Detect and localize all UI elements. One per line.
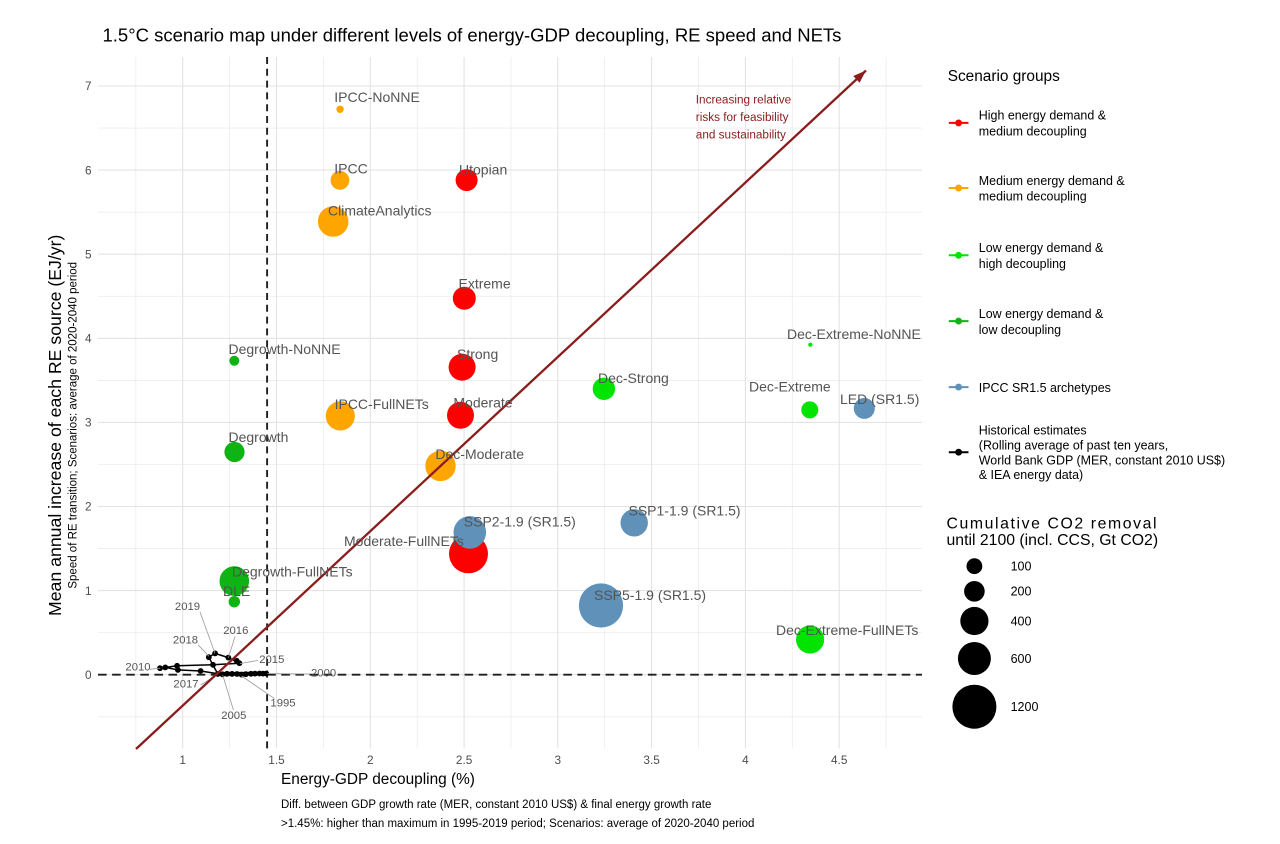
svg-text:DLE: DLE bbox=[223, 583, 250, 599]
svg-text:SSP1-1.9 (SR1.5): SSP1-1.9 (SR1.5) bbox=[629, 503, 741, 519]
svg-text:(Rolling average of past ten y: (Rolling average of past ten years, bbox=[979, 439, 1168, 453]
svg-text:1.5: 1.5 bbox=[268, 753, 285, 767]
svg-text:Speed of RE transition; Scenar: Speed of RE transition; Scenarios: avera… bbox=[68, 262, 80, 589]
svg-text:2016: 2016 bbox=[223, 625, 248, 637]
svg-text:4.5: 4.5 bbox=[831, 753, 848, 767]
svg-text:600: 600 bbox=[1011, 652, 1032, 666]
svg-text:Moderate-FullNETs: Moderate-FullNETs bbox=[344, 533, 464, 549]
svg-text:until 2100 (incl. CCS, Gt CO2): until 2100 (incl. CCS, Gt CO2) bbox=[947, 532, 1159, 549]
svg-text:1995: 1995 bbox=[270, 697, 295, 709]
svg-text:ClimateAnalytics: ClimateAnalytics bbox=[328, 203, 431, 219]
svg-text:Medium energy demand &: Medium energy demand & bbox=[979, 174, 1126, 188]
svg-text:Dec-Extreme-FullNETs: Dec-Extreme-FullNETs bbox=[776, 622, 918, 638]
svg-text:SSP2-1.9 (SR1.5): SSP2-1.9 (SR1.5) bbox=[464, 514, 576, 530]
svg-text:Energy-GDP decoupling (%): Energy-GDP decoupling (%) bbox=[281, 771, 475, 788]
svg-text:Historical estimates: Historical estimates bbox=[979, 424, 1087, 438]
svg-text:Strong: Strong bbox=[457, 346, 498, 362]
svg-text:Utopian: Utopian bbox=[459, 162, 507, 178]
svg-text:2019: 2019 bbox=[175, 601, 200, 613]
svg-text:Diff. between GDP growth rate: Diff. between GDP growth rate (MER, cons… bbox=[281, 799, 711, 811]
svg-text:SSP5-1.9 (SR1.5): SSP5-1.9 (SR1.5) bbox=[594, 587, 706, 603]
svg-text:low decoupling: low decoupling bbox=[979, 323, 1061, 337]
svg-text:Increasing relative: Increasing relative bbox=[696, 94, 792, 107]
svg-text:7: 7 bbox=[85, 79, 92, 93]
svg-text:World Bank GDP (MER, constant: World Bank GDP (MER, constant 2010 US$) bbox=[979, 453, 1225, 467]
svg-text:LED (SR1.5): LED (SR1.5) bbox=[840, 391, 919, 407]
svg-text:2018: 2018 bbox=[173, 635, 198, 647]
svg-text:medium decoupling: medium decoupling bbox=[979, 125, 1087, 139]
svg-text:1: 1 bbox=[85, 584, 92, 598]
svg-text:and sustainability: and sustainability bbox=[696, 128, 786, 141]
svg-text:IPCC: IPCC bbox=[334, 160, 367, 176]
svg-text:risks for feasibility: risks for feasibility bbox=[696, 111, 789, 124]
svg-text:Low energy demand &: Low energy demand & bbox=[979, 241, 1104, 255]
svg-text:High energy demand &: High energy demand & bbox=[979, 109, 1107, 123]
svg-text:Degrowth-FullNETs: Degrowth-FullNETs bbox=[232, 564, 353, 580]
svg-text:3: 3 bbox=[555, 753, 562, 767]
svg-text:2.5: 2.5 bbox=[456, 753, 473, 767]
svg-text:1.5°C scenario map under diffe: 1.5°C scenario map under different level… bbox=[103, 24, 842, 45]
svg-text:Dec-Extreme-NoNNE: Dec-Extreme-NoNNE bbox=[787, 326, 921, 342]
svg-text:>1.45%: higher than maximum in: >1.45%: higher than maximum in 1995-2019… bbox=[281, 818, 754, 830]
svg-text:IPCC SR1.5 archetypes: IPCC SR1.5 archetypes bbox=[979, 381, 1111, 395]
svg-text:3.5: 3.5 bbox=[643, 753, 660, 767]
svg-text:1200: 1200 bbox=[1011, 700, 1039, 714]
svg-text:4: 4 bbox=[742, 753, 749, 767]
svg-text:1: 1 bbox=[179, 753, 186, 767]
svg-text:3: 3 bbox=[85, 416, 92, 430]
svg-text:4: 4 bbox=[85, 332, 92, 346]
svg-text:Scenario groups: Scenario groups bbox=[948, 68, 1060, 85]
svg-text:2005: 2005 bbox=[221, 710, 246, 722]
svg-text:2017: 2017 bbox=[173, 679, 198, 691]
svg-text:Mean annual increase of each R: Mean annual increase of each RE source (… bbox=[45, 235, 65, 616]
svg-text:2: 2 bbox=[367, 753, 374, 767]
svg-text:400: 400 bbox=[1011, 614, 1032, 628]
svg-text:2: 2 bbox=[85, 500, 92, 514]
svg-text:2000: 2000 bbox=[311, 667, 336, 679]
svg-text:Degrowth-NoNNE: Degrowth-NoNNE bbox=[229, 341, 341, 357]
svg-text:2015: 2015 bbox=[259, 654, 284, 666]
svg-text:high decoupling: high decoupling bbox=[979, 257, 1066, 271]
svg-text:5: 5 bbox=[85, 247, 92, 261]
svg-text:Dec-Strong: Dec-Strong bbox=[598, 370, 669, 386]
svg-text:100: 100 bbox=[1011, 560, 1032, 574]
svg-text:6: 6 bbox=[85, 163, 92, 177]
svg-text:Cumulative CO2 removal: Cumulative CO2 removal bbox=[947, 516, 1159, 533]
svg-text:Degrowth: Degrowth bbox=[229, 429, 289, 445]
svg-text:& IEA energy data): & IEA energy data) bbox=[979, 468, 1083, 482]
svg-text:Extreme: Extreme bbox=[459, 276, 511, 292]
svg-text:200: 200 bbox=[1011, 585, 1032, 599]
svg-text:IPCC-NoNNE: IPCC-NoNNE bbox=[334, 89, 420, 105]
svg-text:0: 0 bbox=[85, 668, 92, 682]
svg-text:Dec-Extreme: Dec-Extreme bbox=[749, 378, 831, 394]
svg-text:medium decoupling: medium decoupling bbox=[979, 190, 1087, 204]
svg-text:Low energy demand &: Low energy demand & bbox=[979, 307, 1104, 321]
svg-text:IPCC-FullNETs: IPCC-FullNETs bbox=[335, 396, 429, 412]
svg-text:Dec-Moderate: Dec-Moderate bbox=[435, 446, 524, 462]
svg-text:2010: 2010 bbox=[125, 662, 150, 674]
svg-text:Moderate: Moderate bbox=[453, 395, 512, 411]
